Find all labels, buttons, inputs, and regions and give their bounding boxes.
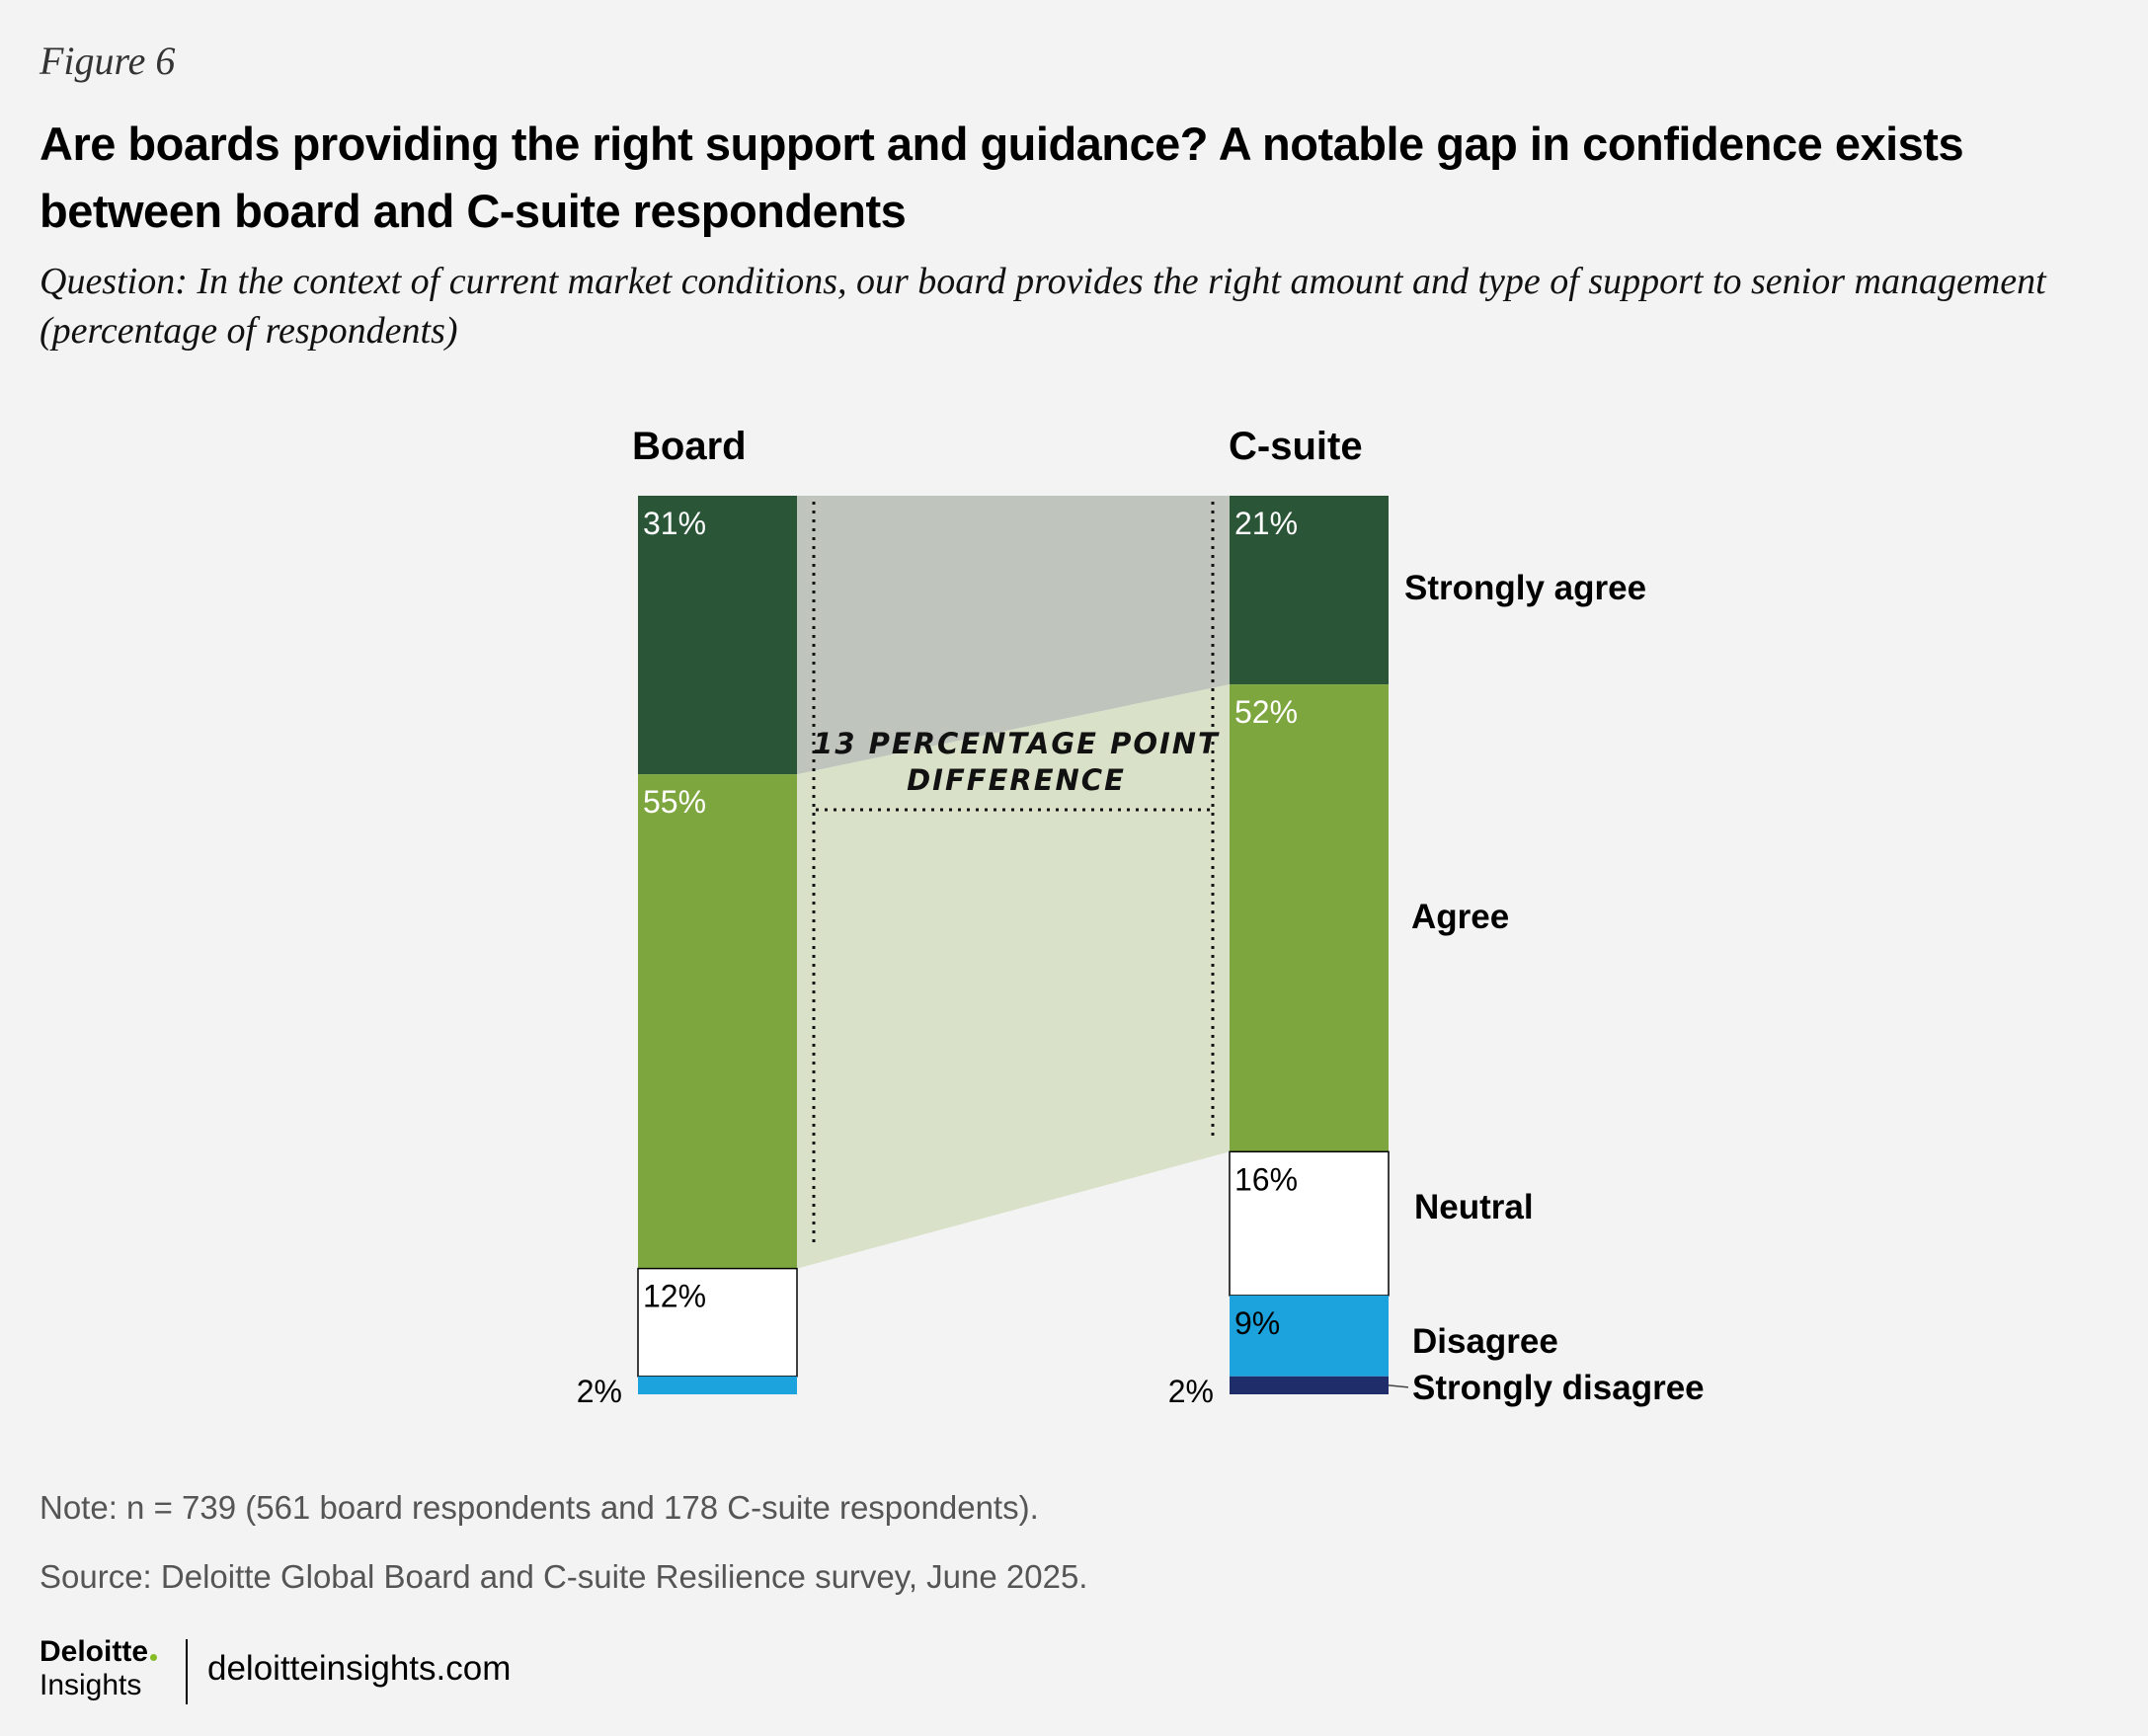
legend-label-strongly-agree: Strongly agree xyxy=(1404,569,1646,607)
gap-band-strongly-agree xyxy=(797,496,1230,775)
bar-c-suite-strongly-disagree xyxy=(1230,1376,1389,1394)
bar-board-neutral xyxy=(637,1267,798,1378)
source-text: Source: Deloitte Global Board and C-suit… xyxy=(40,1558,1088,1595)
chart-title: Are boards providing the right support a… xyxy=(40,118,1964,237)
value-label-board-agree: 55% xyxy=(643,784,706,820)
legend-label-strongly-disagree: Strongly disagree xyxy=(1412,1369,1705,1407)
chart-subtitle: Question: In the context of current mark… xyxy=(40,261,2046,352)
value-label-board-neutral: 12% xyxy=(643,1279,706,1314)
bar-c-suite-disagree xyxy=(1230,1295,1389,1377)
category-label-c-suite: C-suite xyxy=(1229,425,1363,468)
value-label-c-suite-disagree: 9% xyxy=(1234,1305,1280,1341)
legend-label-neutral: Neutral xyxy=(1414,1188,1534,1226)
bar-c-suite-agree xyxy=(1230,684,1389,1152)
legend-label-agree: Agree xyxy=(1411,898,1509,936)
gap-band-agree xyxy=(797,684,1230,1269)
bar-board-strongly-agree xyxy=(638,496,797,775)
value-label-c-suite-neutral: 16% xyxy=(1234,1161,1298,1197)
strongly-disagree-connector xyxy=(1388,1384,1409,1388)
category-label-board: Board xyxy=(632,425,747,468)
bar-c-suite-neutral xyxy=(1229,1150,1390,1297)
bar-board-agree xyxy=(638,774,797,1269)
bar-c-suite-strongly-agree xyxy=(1230,496,1389,685)
value-label-c-suite-agree: 52% xyxy=(1234,694,1298,730)
gap-band-layer xyxy=(797,496,1230,1269)
value-label-c-suite-strongly-agree: 21% xyxy=(1234,506,1298,541)
value-label-c-suite-strongly-disagree: 2% xyxy=(1168,1374,1214,1409)
logo-brand: Deloitte xyxy=(40,1635,149,1668)
value-label-board-strongly-agree: 31% xyxy=(643,506,706,541)
bar-board-disagree xyxy=(638,1376,797,1394)
bars-layer xyxy=(637,496,1390,1394)
deloitte-logo: Deloitte xyxy=(40,1635,158,1669)
legend-label-disagree: Disagree xyxy=(1412,1322,1558,1361)
figure-label: Figure 6 xyxy=(40,39,176,83)
labels-layer: Board C-suite 31% 55% 12% 2% 21% 52% 16% 9% 2% Stro… xyxy=(577,425,1705,1409)
note-text: Note: n = 739 (561 board respondents and… xyxy=(40,1489,1039,1526)
annotation-line-1: 13 PERCENTAGE POINT xyxy=(813,727,1220,760)
annotation-line-2: DIFFERENCE xyxy=(907,763,1126,797)
footer-divider xyxy=(186,1639,188,1704)
dotted-guides-layer xyxy=(812,502,1215,1246)
logo-green-dot-icon xyxy=(150,1654,158,1661)
footer-site-link[interactable]: deloitteinsights.com xyxy=(207,1649,512,1688)
logo-sub: Insights xyxy=(40,1669,142,1701)
value-label-board-disagree: 2% xyxy=(577,1374,622,1409)
